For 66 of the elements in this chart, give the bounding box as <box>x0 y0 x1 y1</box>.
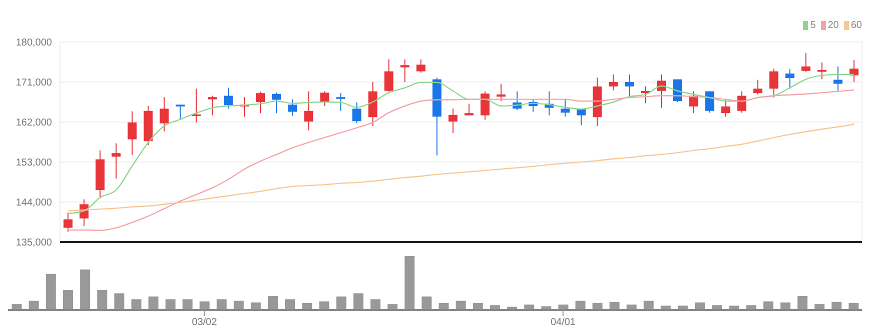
bar <box>336 296 346 310</box>
legend-label: 5 <box>809 20 816 31</box>
y-tick-label: 162,000 <box>16 118 52 129</box>
candlestick <box>224 87 233 110</box>
y-tick-label: 153,000 <box>16 158 52 169</box>
bar <box>285 299 296 310</box>
candlestick <box>576 108 586 126</box>
bar <box>268 296 278 310</box>
bar <box>216 299 227 310</box>
y-tick-label: 180,000 <box>16 38 52 49</box>
candlestick <box>128 110 137 156</box>
candlestick <box>176 104 185 120</box>
candlestick <box>833 66 842 92</box>
x-tick-label: 03/02 <box>192 317 218 328</box>
candlestick <box>769 68 778 98</box>
legend-label: 60 <box>850 20 862 31</box>
bar <box>182 299 193 310</box>
candlestick <box>272 92 282 114</box>
bar <box>114 293 124 310</box>
candlestick <box>208 95 217 116</box>
candlestick <box>256 91 266 114</box>
bar <box>80 270 90 310</box>
bar <box>422 296 432 310</box>
candlestick <box>817 62 826 80</box>
candlestick <box>384 58 394 92</box>
candlestick <box>608 74 618 91</box>
candlestick <box>753 79 762 95</box>
bar <box>63 290 73 310</box>
bar <box>165 299 176 310</box>
candlestick <box>336 92 346 112</box>
candlestick <box>448 108 458 134</box>
candlestick <box>320 90 330 106</box>
candlestick <box>496 83 506 102</box>
candlestick <box>160 96 169 132</box>
candlestick <box>416 58 426 74</box>
bar <box>97 290 108 310</box>
candlestick <box>560 98 570 118</box>
candlestick <box>352 102 362 124</box>
bar <box>797 296 808 310</box>
candlestick <box>112 142 121 179</box>
candlestick <box>480 90 490 120</box>
bar <box>404 256 415 310</box>
line-series <box>67 89 855 232</box>
candlestick <box>849 59 858 82</box>
x-tick-label: 04/01 <box>550 317 576 328</box>
bar <box>148 296 158 310</box>
candlestick <box>400 58 410 82</box>
bar <box>353 293 364 310</box>
candlestick <box>464 103 474 116</box>
legend-label: 20 <box>826 20 839 31</box>
candlestick <box>624 74 634 98</box>
candlestick <box>785 68 794 90</box>
bar <box>131 299 142 310</box>
bar <box>370 299 380 310</box>
y-tick-label: 135,000 <box>16 238 52 249</box>
candlestick <box>801 52 810 72</box>
candlestick <box>657 74 666 108</box>
candlestick <box>737 90 746 114</box>
y-tick-label: 144,000 <box>16 198 52 209</box>
candlestick <box>288 98 298 116</box>
candlestick <box>304 90 314 131</box>
y-tick-label: 171,000 <box>16 78 52 89</box>
bar <box>46 274 56 310</box>
candlestick <box>721 99 730 118</box>
candlestick <box>64 212 73 232</box>
candlestick <box>192 88 201 123</box>
